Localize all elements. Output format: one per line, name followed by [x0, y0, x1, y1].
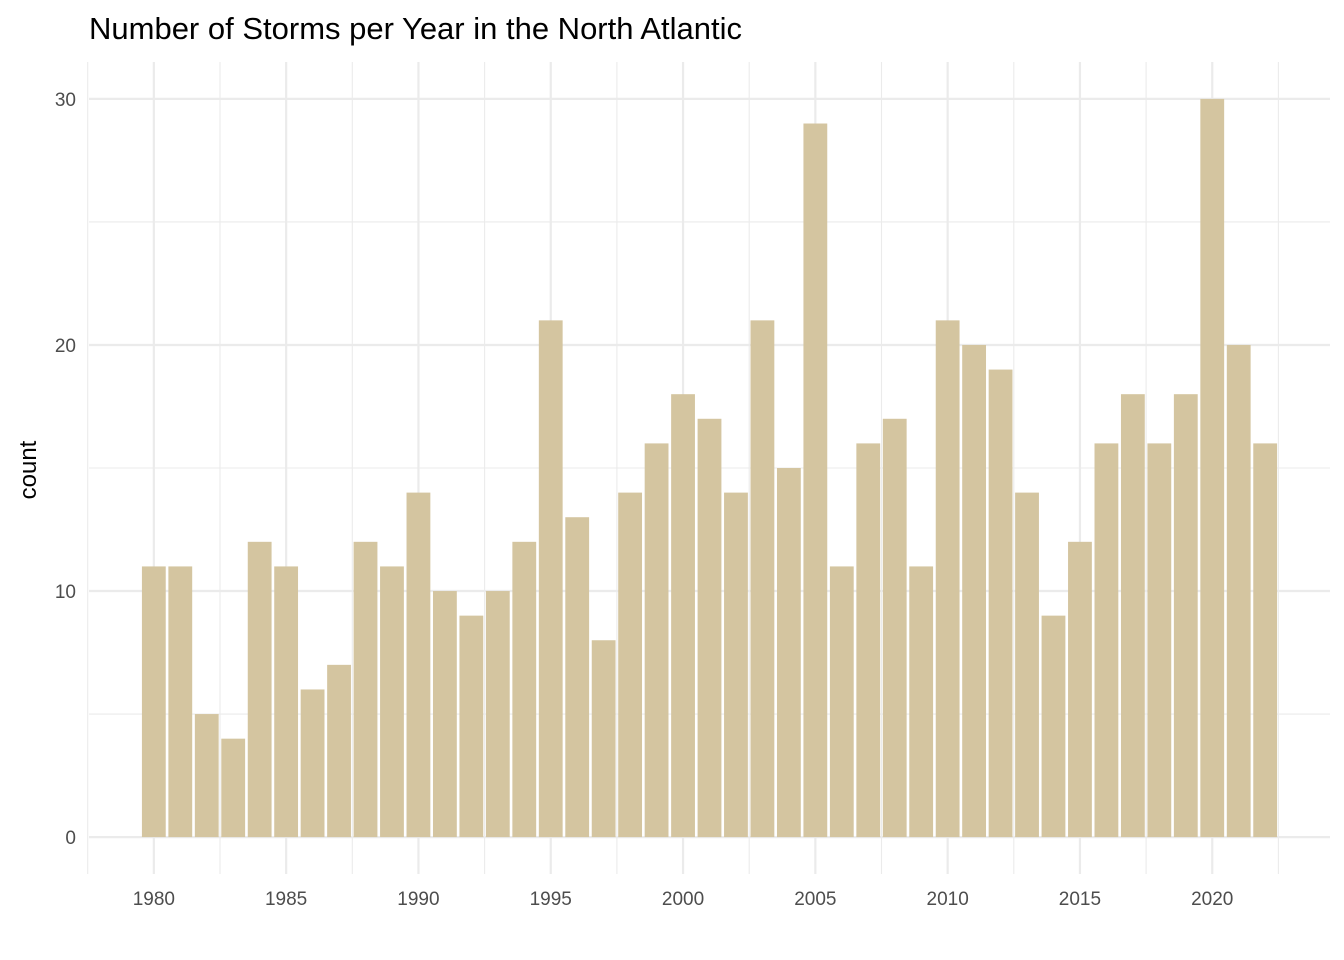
y-tick-label: 30 — [55, 90, 76, 111]
bar-2014 — [1041, 615, 1066, 838]
bar-2001 — [697, 418, 722, 838]
bar-1983 — [221, 738, 246, 838]
bar-2000 — [671, 394, 695, 838]
bar-2018 — [1147, 443, 1172, 838]
bar-2016 — [1094, 443, 1119, 838]
bar-2012 — [988, 369, 1013, 838]
bar-1989 — [380, 566, 404, 838]
x-tick-label: 1980 — [133, 889, 175, 910]
x-tick-label: 1985 — [265, 889, 307, 910]
x-tick-label: 2000 — [662, 889, 704, 910]
y-tick-label: 20 — [55, 336, 76, 357]
bar-1986 — [300, 689, 325, 838]
bar-1982 — [194, 714, 219, 838]
x-tick-label: 2015 — [1059, 889, 1101, 910]
bar-1999 — [644, 443, 669, 838]
bar-1985 — [274, 566, 299, 838]
x-tick-label: 2020 — [1191, 889, 1233, 910]
bar-1993 — [485, 591, 510, 838]
bar-1980 — [141, 566, 166, 838]
bar-2010 — [935, 320, 960, 838]
bar-2007 — [856, 443, 881, 838]
bar-1987 — [327, 664, 351, 838]
bar-1997 — [591, 640, 616, 838]
bar-2015 — [1068, 541, 1092, 838]
bar-2022 — [1253, 443, 1278, 838]
bar-1995 — [538, 320, 563, 838]
x-tick-label: 1995 — [530, 889, 572, 910]
bar-1991 — [432, 591, 457, 838]
tick-labels: 1980 1985 1990 1995 2000 2005 2010 2015 2020 0 10 2… — [55, 90, 1234, 910]
bar-1988 — [353, 541, 378, 838]
bar-2008 — [882, 418, 907, 838]
bar-1998 — [618, 492, 643, 838]
bar-2020 — [1200, 98, 1225, 838]
y-tick-label: 10 — [55, 582, 76, 603]
x-tick-label: 1990 — [397, 889, 439, 910]
y-axis-label: count — [15, 440, 42, 499]
bar-2006 — [829, 566, 854, 838]
bar-2005 — [803, 123, 828, 838]
bar-2011 — [962, 344, 987, 838]
bar-1984 — [247, 541, 272, 838]
bar-2009 — [909, 566, 934, 838]
bar-2003 — [750, 320, 775, 838]
bar-1981 — [168, 566, 193, 838]
bar-2017 — [1120, 394, 1145, 838]
bar-1992 — [459, 615, 484, 838]
bar-1994 — [512, 541, 537, 838]
bar-2002 — [724, 492, 748, 838]
bar-2004 — [776, 468, 801, 838]
x-tick-label: 2010 — [927, 889, 969, 910]
bars — [141, 98, 1278, 838]
chart-title: Number of Storms per Year in the North A… — [89, 11, 742, 46]
bar-2013 — [1015, 492, 1039, 838]
bar-1996 — [565, 517, 590, 838]
x-tick-label: 2005 — [794, 889, 836, 910]
y-tick-label: 0 — [65, 828, 76, 849]
bar-2021 — [1226, 344, 1251, 838]
bar-2019 — [1173, 394, 1198, 838]
bar-1990 — [406, 492, 431, 838]
